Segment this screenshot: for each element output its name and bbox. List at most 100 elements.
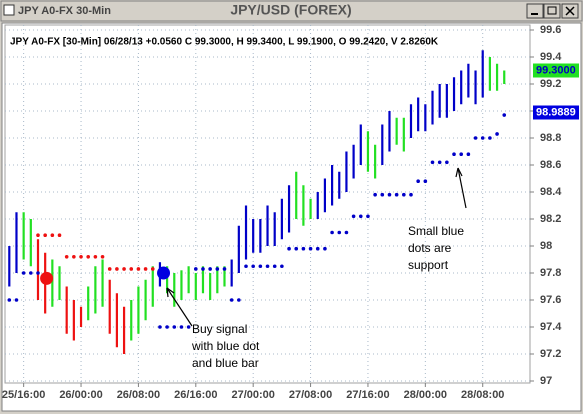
resistance-dot <box>72 254 76 259</box>
y-tick-label: 97.6 <box>540 294 561 306</box>
annotation: support <box>408 258 449 272</box>
support-dot <box>301 246 306 251</box>
title-bar <box>0 0 583 22</box>
y-tick-label: 97 <box>540 375 552 387</box>
price-label-box <box>533 63 579 78</box>
arrow-head <box>166 287 175 298</box>
y-tick-label: 98 <box>540 240 552 252</box>
y-tick-label: 98.4 <box>540 186 562 198</box>
window-buttons[interactable] <box>526 3 579 19</box>
support-dot <box>165 325 169 329</box>
support-dot <box>194 267 198 271</box>
support-dot <box>315 246 320 251</box>
y-tick-label: 99.6 <box>540 24 561 36</box>
resistance-dot <box>115 267 119 271</box>
signal-dot <box>40 271 54 285</box>
resistance-dot <box>79 254 83 259</box>
annotation: Small blue <box>408 224 464 238</box>
maximize-icon <box>547 6 557 15</box>
x-tick-label: 27/16:00 <box>346 389 389 401</box>
support-dot <box>258 264 263 269</box>
support-dot <box>502 113 507 117</box>
support-dot <box>452 152 456 156</box>
support-dot <box>201 267 205 271</box>
resistance-dot <box>43 233 47 237</box>
resistance-dot <box>50 233 55 237</box>
plot: 9797.297.497.697.89898.298.498.698.89999… <box>2 24 562 401</box>
app-icon <box>3 4 15 16</box>
support-dot <box>14 298 19 302</box>
arrow <box>166 287 193 327</box>
support-dot <box>409 192 413 197</box>
support-dot <box>423 179 428 183</box>
support-dot <box>387 192 392 197</box>
resistance-dot <box>136 267 141 271</box>
chart-title: JPY/USD (FOREX) <box>230 2 351 18</box>
support-dot <box>330 230 334 235</box>
support-dot <box>495 132 499 136</box>
y-tick-label: 99.2 <box>540 78 561 90</box>
annotation: and blue bar <box>192 356 259 370</box>
y-tick-label: 98.2 <box>540 213 561 225</box>
y-tick-label: 98.6 <box>540 159 561 171</box>
support-dot <box>402 192 406 197</box>
support-dot <box>208 267 212 271</box>
support-dot <box>272 264 277 269</box>
support-dot <box>229 298 234 302</box>
resistance-dot <box>57 233 62 237</box>
window-title: JPY A0-FX 30-Min <box>18 5 111 17</box>
support-dot <box>394 192 399 197</box>
support-dot <box>287 246 291 251</box>
support-dot <box>344 230 349 235</box>
plot-frame <box>4 24 531 384</box>
resistance-dot <box>150 267 155 271</box>
price-label-box <box>533 105 579 120</box>
support-dot <box>459 152 464 156</box>
x-tick-label: 25/16:00 <box>2 389 45 401</box>
support-dot <box>265 264 270 269</box>
arrow <box>457 167 467 209</box>
support-dot <box>179 325 184 329</box>
resistance-dot <box>143 267 148 271</box>
minimize-button[interactable] <box>526 3 544 19</box>
support-dot <box>222 267 227 271</box>
chart-area <box>1 22 582 412</box>
annotations: Buy signal with blue dot and blue bar Small… <box>166 167 467 370</box>
support-dot <box>366 214 370 219</box>
resistance-dot <box>122 267 126 271</box>
y-tick-label: 97.8 <box>540 267 561 279</box>
info-line: JPY A0-FX [30-Min] 06/28/13 +0.0560 C 99… <box>10 37 439 48</box>
support-dot <box>323 246 327 251</box>
support-dot <box>21 271 26 275</box>
annotation: Buy signal <box>192 322 247 336</box>
support-dot <box>380 192 385 197</box>
support-dot <box>215 267 220 271</box>
x-tick-label: 28/00:00 <box>404 389 447 401</box>
x-tick-label: 26/00:00 <box>59 389 102 401</box>
support-dot <box>308 246 313 251</box>
maximize-button[interactable] <box>543 3 561 19</box>
y-tick-label: 98.8 <box>540 132 561 144</box>
y-tick-label: 99.4 <box>540 51 562 63</box>
support-dot <box>480 136 485 140</box>
support-dot <box>158 325 162 329</box>
x-tick-label: 26/08:00 <box>117 389 160 401</box>
support-dot <box>430 160 435 165</box>
support-dot <box>337 230 342 235</box>
x-tick-label: 27/00:00 <box>231 389 274 401</box>
support-dot <box>358 214 363 219</box>
support-dot <box>488 136 492 140</box>
support-dot <box>29 271 33 275</box>
support-dot <box>373 192 377 197</box>
resistance-dot <box>129 267 134 271</box>
support-dot <box>445 160 449 165</box>
x-tick-label: 28/08:00 <box>461 389 504 401</box>
annotation: dots are <box>408 241 452 255</box>
support-dot <box>36 271 40 275</box>
support-dot <box>416 179 420 183</box>
support-dot <box>280 264 284 269</box>
resistance-dot <box>93 254 98 259</box>
support-dot <box>351 214 356 219</box>
